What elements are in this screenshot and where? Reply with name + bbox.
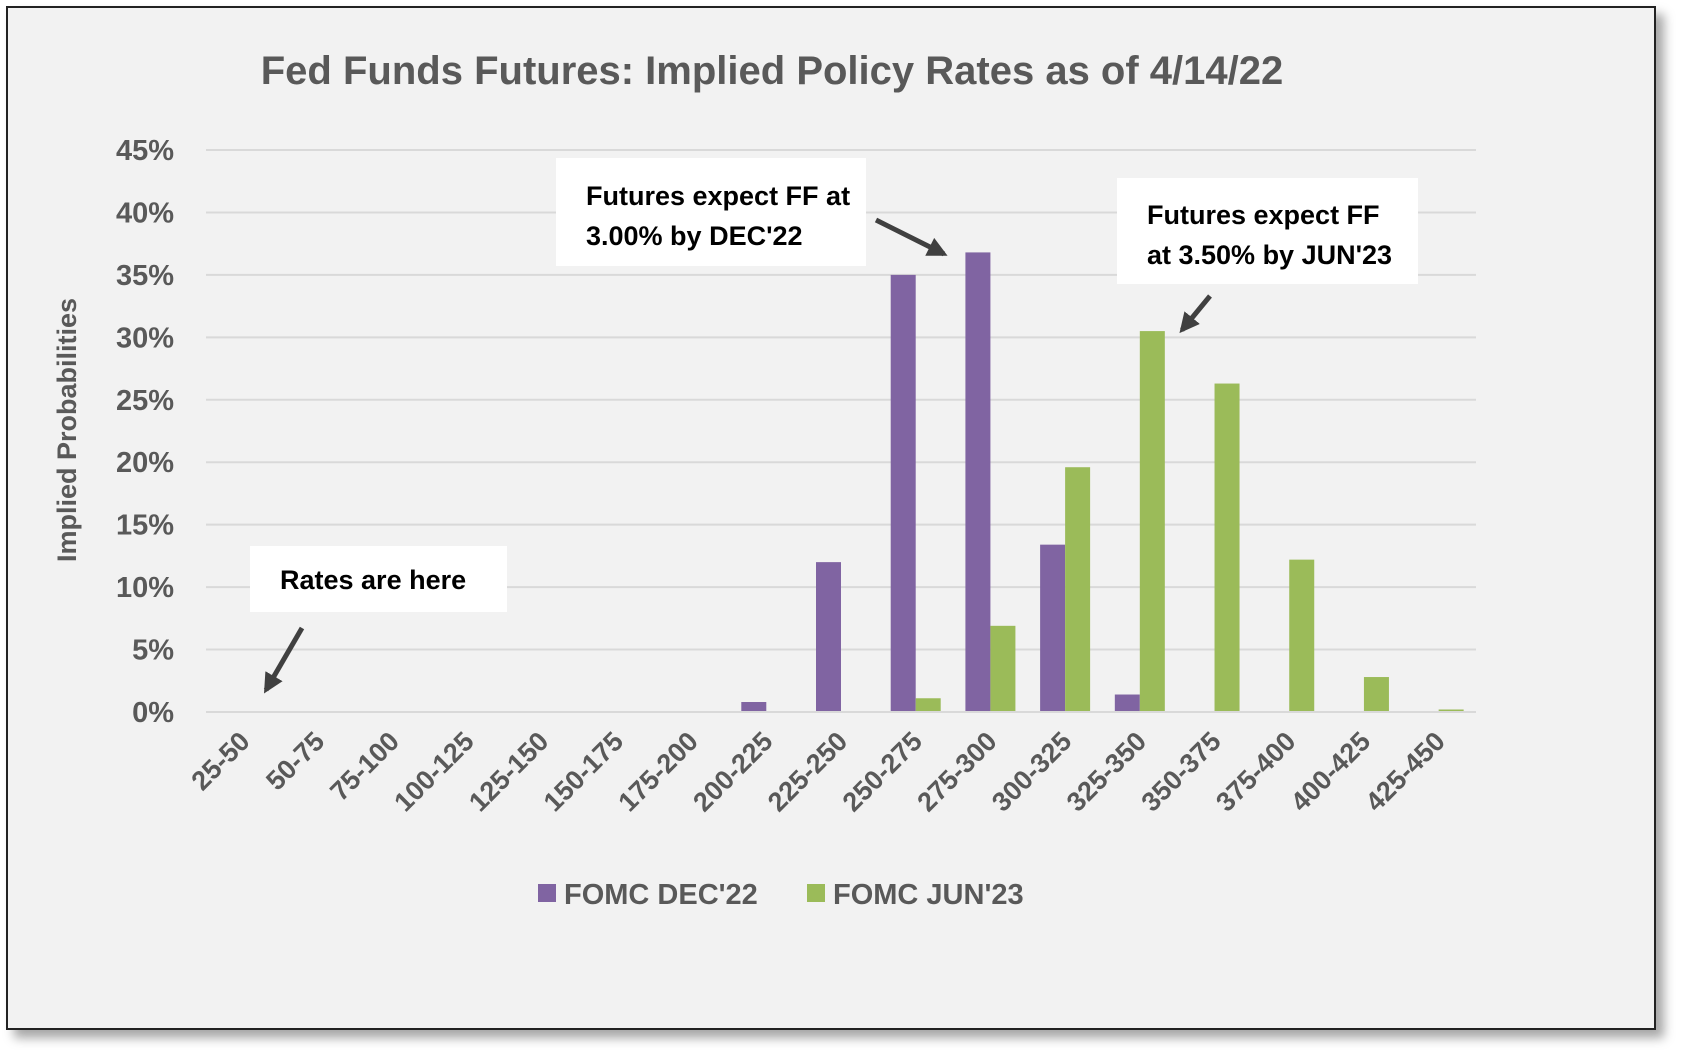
bar-dec22-275-300 — [965, 252, 991, 713]
y-tick-label: 0% — [132, 697, 174, 729]
annotation-rates-here: Rates are here — [250, 546, 507, 612]
arrow-dec22 — [874, 217, 948, 257]
x-tick-label: 425-450 — [1360, 726, 1451, 817]
chart-frame: 0% 5% 10% 15% 20% 25% 30% 35% 40% 45% 25-50 50-75 75… — [6, 6, 1656, 1030]
x-tick-label: 200-225 — [687, 726, 778, 817]
x-tick-label: 375-400 — [1210, 726, 1301, 817]
x-tick-label: 275-300 — [911, 726, 1002, 817]
x-tick-label: 125-150 — [463, 726, 554, 817]
y-tick-label: 10% — [116, 572, 174, 604]
annotation-jun23-line-2: at 3.50% by JUN'23 — [1147, 240, 1393, 270]
x-tick-label: 175-200 — [613, 726, 704, 817]
y-tick-label: 45% — [116, 135, 174, 167]
arrow-jun23 — [1179, 294, 1212, 334]
bar-dec22-200-225 — [741, 702, 767, 712]
bar-jun23-425-450 — [1438, 709, 1464, 712]
bar-jun23-375-400 — [1289, 559, 1315, 712]
bar-jun23-275-300 — [990, 625, 1016, 712]
x-tick-label: 400-425 — [1285, 726, 1376, 817]
y-tick-label: 25% — [116, 385, 174, 417]
annotation-rates-here-line-1: Rates are here — [280, 565, 467, 595]
bar-dec22-325-350 — [1114, 694, 1140, 712]
x-tick-label: 100-125 — [388, 726, 479, 817]
y-tick-label: 40% — [116, 197, 174, 229]
legend-label-dec22: FOMC DEC'22 — [564, 879, 758, 911]
bar-dec22-300-325 — [1040, 544, 1066, 712]
x-tick-label: 225-250 — [762, 726, 853, 817]
x-tick-label: 150-175 — [538, 726, 629, 817]
annotation-jun23-line-1: Futures expect FF — [1147, 200, 1380, 230]
bar-jun23-400-425 — [1363, 677, 1389, 712]
legend-swatch-jun23 — [807, 884, 825, 902]
annotation-jun23: Futures expect FF at 3.50% by JUN'23 — [1117, 178, 1418, 284]
y-tick-label: 5% — [132, 635, 174, 667]
y-tick-label: 20% — [116, 447, 174, 479]
y-axis-title: Implied Probabilities — [52, 298, 82, 562]
bar-jun23-300-325 — [1065, 467, 1091, 712]
annotation-dec22-line-2: 3.00% by DEC'22 — [586, 221, 803, 251]
legend-label-jun23: FOMC JUN'23 — [833, 879, 1024, 911]
x-tick-label: 325-350 — [1061, 726, 1152, 817]
x-tick-label: 25-50 — [186, 726, 256, 796]
y-tick-label: 30% — [116, 322, 174, 354]
bar-jun23-350-375 — [1214, 383, 1240, 712]
x-tick-label: 250-275 — [837, 726, 928, 817]
x-tick-label: 350-375 — [1135, 726, 1226, 817]
y-tick-label: 35% — [116, 260, 174, 292]
arrow-rates-here — [263, 626, 305, 694]
bar-jun23-325-350 — [1139, 331, 1165, 712]
y-tick-label: 15% — [116, 510, 174, 542]
bar-dec22-250-275 — [890, 274, 916, 712]
bar-dec22-225-250 — [816, 562, 841, 712]
x-tick-label: 300-325 — [986, 726, 1077, 817]
x-tick-label: 50-75 — [260, 726, 330, 796]
chart-title: Fed Funds Futures: Implied Policy Rates … — [261, 49, 1284, 93]
annotation-dec22-line-1: Futures expect FF at — [586, 181, 851, 211]
annotation-dec22: Futures expect FF at 3.00% by DEC'22 — [556, 158, 866, 266]
bar-jun23-250-275 — [915, 698, 941, 712]
bar-chart: 0%5%10%15%20%25%30%35%40%45%25-50 50-7575… — [52, 49, 1476, 911]
legend-swatch-dec22 — [538, 884, 556, 902]
